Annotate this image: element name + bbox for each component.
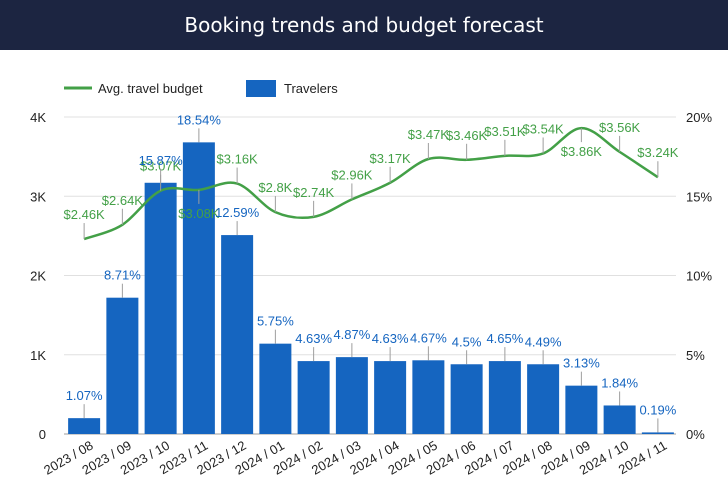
budget-value-label: $3.07K bbox=[140, 159, 182, 174]
right-axis-tick-label: 10% bbox=[686, 269, 712, 284]
bar-travelers bbox=[106, 297, 139, 434]
budget-value-label: $3.54K bbox=[523, 121, 565, 136]
budget-value-label: $3.16K bbox=[217, 152, 259, 167]
left-axis-tick-label: 3K bbox=[30, 189, 46, 204]
budget-value-label: $3.24K bbox=[637, 145, 679, 160]
combo-chart: 0 0% 1K 5% 2K 10% 3K 15% 4K 20% Avg. travel budget… bbox=[30, 80, 712, 478]
left-axis-tick-label: 0 bbox=[39, 427, 46, 442]
bar-travelers bbox=[221, 235, 254, 434]
legend-bar-swatch bbox=[246, 80, 276, 97]
travelers-value-label: 4.67% bbox=[410, 330, 447, 345]
left-axis-tick-label: 1K bbox=[30, 348, 46, 363]
budget-value-label: $3.47K bbox=[408, 127, 450, 142]
travelers-value-label: 3.13% bbox=[563, 356, 600, 371]
bar-travelers bbox=[412, 360, 445, 434]
travelers-value-label: 15.87% bbox=[139, 153, 184, 168]
budget-value-label: $3.46K bbox=[446, 128, 488, 143]
right-axis-tick-label: 0% bbox=[686, 427, 705, 442]
travelers-value-label: 4.5% bbox=[452, 334, 482, 349]
bar-travelers bbox=[527, 364, 560, 434]
budget-value-label: $2.74K bbox=[293, 185, 335, 200]
bar-travelers bbox=[641, 432, 674, 434]
bar-travelers bbox=[297, 361, 330, 434]
budget-value-label: $3.86K bbox=[561, 144, 603, 159]
bar-travelers bbox=[259, 343, 292, 434]
travelers-value-label: 12.59% bbox=[215, 205, 260, 220]
budget-value-label: $2.96K bbox=[331, 167, 373, 182]
legend-label-budget: Avg. travel budget bbox=[98, 81, 203, 96]
bar-travelers bbox=[144, 182, 177, 434]
travelers-value-label: 4.87% bbox=[333, 327, 370, 342]
bar-travelers bbox=[335, 357, 368, 434]
travelers-value-label: 5.75% bbox=[257, 314, 294, 329]
right-axis-tick-label: 15% bbox=[686, 189, 712, 204]
right-axis-tick-label: 5% bbox=[686, 348, 705, 363]
chart-title: Booking trends and budget forecast bbox=[184, 13, 544, 37]
budget-value-label: $2.64K bbox=[102, 193, 144, 208]
budget-value-label: $3.56K bbox=[599, 120, 641, 135]
bar-travelers bbox=[374, 361, 407, 434]
travelers-value-label: 4.63% bbox=[372, 331, 409, 346]
left-axis-tick-label: 2K bbox=[30, 269, 46, 284]
travelers-value-label: 4.49% bbox=[525, 334, 562, 349]
budget-value-label: $3.51K bbox=[484, 124, 526, 139]
travelers-value-label: 4.65% bbox=[486, 331, 523, 346]
bar-travelers bbox=[565, 385, 598, 434]
line-avg-travel-budget bbox=[83, 126, 659, 241]
bar-travelers bbox=[488, 361, 521, 434]
travelers-value-label: 4.63% bbox=[295, 331, 332, 346]
right-axis-tick-label: 20% bbox=[686, 110, 712, 125]
budget-value-label: $2.8K bbox=[258, 180, 292, 195]
budget-value-label: $3.08K bbox=[178, 206, 220, 221]
legend-label-travelers: Travelers bbox=[284, 81, 338, 96]
budget-value-label: $2.46K bbox=[64, 207, 106, 222]
budget-value-label: $3.17K bbox=[370, 151, 412, 166]
chart-header: Booking trends and budget forecast bbox=[0, 0, 728, 50]
travelers-value-label: 0.19% bbox=[639, 402, 676, 417]
bar-travelers bbox=[68, 418, 101, 434]
left-axis-tick-label: 4K bbox=[30, 110, 46, 125]
travelers-value-label: 1.07% bbox=[66, 388, 103, 403]
bar-travelers bbox=[450, 364, 483, 434]
travelers-value-label: 1.84% bbox=[601, 375, 638, 390]
travelers-value-label: 18.54% bbox=[177, 112, 222, 127]
bar-travelers bbox=[603, 405, 636, 434]
travelers-value-label: 8.71% bbox=[104, 268, 141, 283]
